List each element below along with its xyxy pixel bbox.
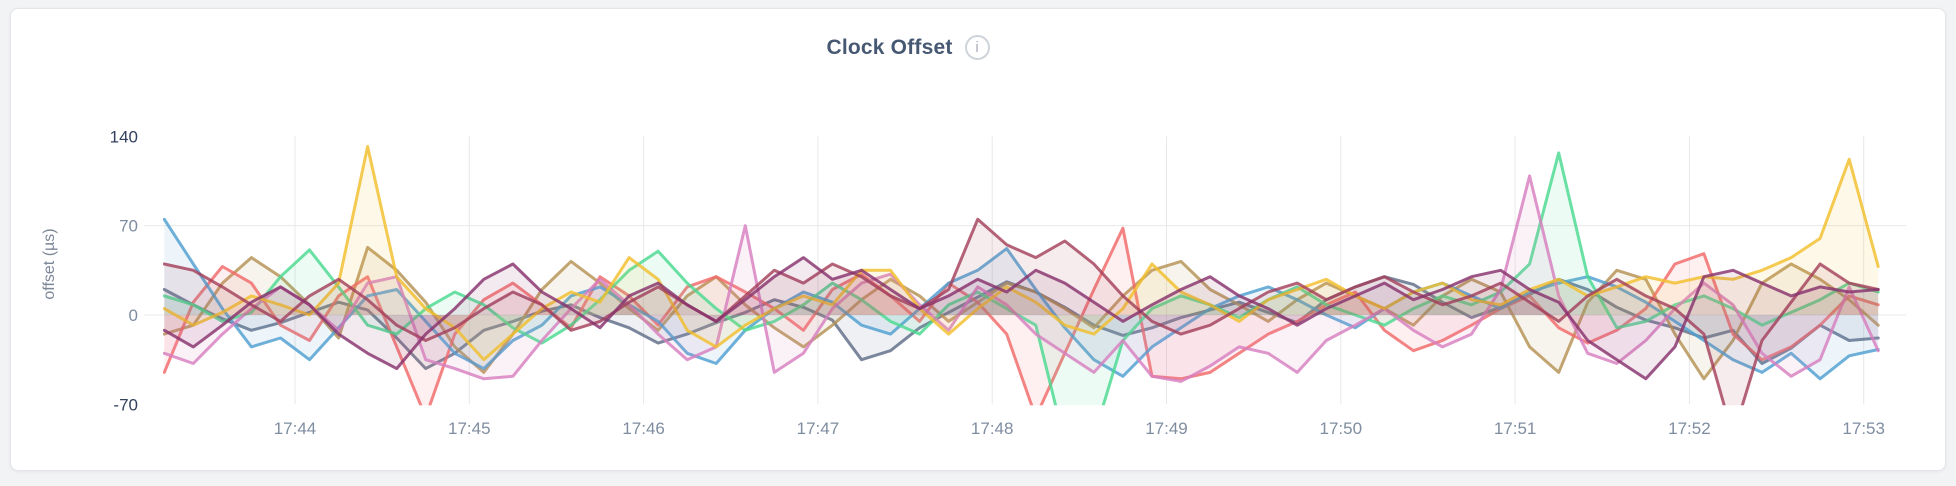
series-line-series-4 [163,217,1880,381]
series-area-series-5 [164,152,1879,406]
series-group [163,145,1880,406]
x-tick-label: 17:47 [797,419,840,438]
series-line-series-9 [163,256,1880,381]
x-tick-label: 17:45 [448,419,491,438]
series-line-series-5 [163,151,1880,406]
info-icon[interactable]: i [964,35,990,60]
y-tick-label: -70 [113,395,138,414]
series-line-series-6 [163,174,1880,383]
series-area-series-2 [164,247,1879,379]
series-area-series-6 [164,175,1879,382]
series-line-series-2 [163,245,1880,381]
y-tick-label: 70 [119,217,138,236]
series-line-series-8 [163,217,1880,406]
chart-header: Clock Offset i [0,35,1875,60]
x-tick-label: 17:50 [1320,419,1363,438]
x-tick-label: 17:44 [274,419,317,438]
x-tick-label: 17:51 [1494,419,1537,438]
chart-title: Clock Offset [826,35,953,59]
x-tick-label: 17:52 [1668,419,1711,438]
x-tick-label: 17:46 [622,419,665,438]
y-tick-label: 140 [110,127,138,146]
x-tick-label: 17:48 [971,419,1014,438]
y-axis-labels: 140 70 0 -70 [110,127,138,414]
y-tick-label: 0 [129,306,138,325]
x-tick-label: 17:53 [1842,419,1885,438]
x-tick-label: 17:49 [1145,419,1188,438]
chart-card: Clock Offset i offset (µs) [10,8,1946,471]
x-axis-labels: 17:44 17:45 17:46 17:47 17:48 17:49 17:50 17:51… [274,419,1885,438]
series-area-series-8 [164,219,1879,406]
series-area-series-7 [164,146,1879,360]
series-area-series-4 [164,219,1879,379]
